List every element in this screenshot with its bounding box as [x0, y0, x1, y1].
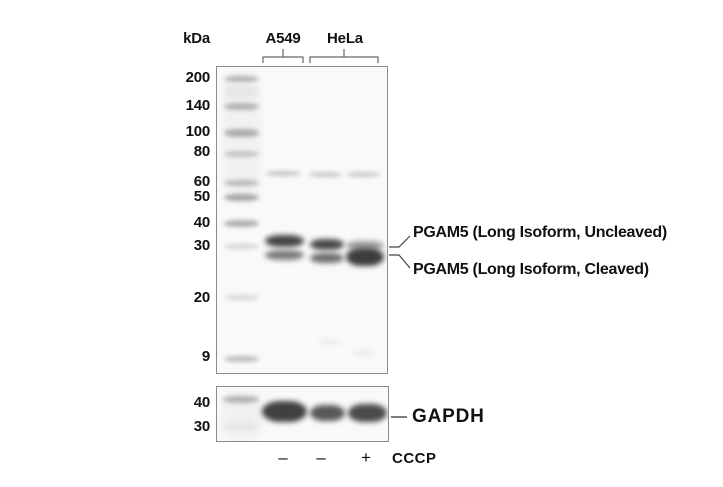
pointer-uncleaved: [389, 235, 411, 248]
a549-bracket: [262, 56, 304, 63]
gapdh-band-lane1: [262, 401, 307, 422]
ladder-band-140: [224, 103, 259, 110]
annotation-gapdh: GAPDH: [412, 406, 485, 427]
gapdh-band-lane2: [310, 405, 345, 421]
pgam5-uncleaved-band-lane3: [346, 241, 384, 250]
nonspecific-band-lane3: [347, 172, 380, 177]
pgam5-cleaved-band-lane1: [265, 250, 304, 260]
annotation-pgam5-uncleaved: PGAM5 (Long Isoform, Uncleaved): [413, 224, 667, 241]
pgam5-cleaved-band-lane3: [346, 248, 384, 266]
treatment-name-cccp: CCCP: [392, 450, 437, 467]
nonspecific-band-lane1: [266, 171, 301, 176]
gapdh-band-lane3: [348, 404, 387, 422]
ladder-band-9: [224, 356, 259, 362]
sample-group-hela: HeLa: [327, 30, 363, 47]
main-blot-panel: [216, 66, 388, 374]
ladder-band-20: [224, 295, 259, 300]
marker-60: 60: [193, 173, 210, 190]
ladder-band-50: [224, 194, 259, 201]
gapdh-ladder-band-40: [223, 396, 259, 403]
ladder-band-100: [224, 129, 259, 137]
marker-50: 50: [193, 188, 210, 205]
treatment-lane3: +: [361, 448, 371, 467]
annotation-pgam5-cleaved: PGAM5 (Long Isoform, Cleaved): [413, 261, 649, 278]
pgam5-cleaved-band-lane2: [310, 253, 344, 263]
ladder-band-60: [224, 180, 259, 186]
hela-bracket: [309, 56, 379, 63]
marker-40: 40: [193, 214, 210, 231]
treatment-lane2: –: [316, 448, 326, 467]
gapdh-marker-30: 30: [193, 418, 210, 435]
ladder-band-80: [224, 151, 259, 157]
marker-100: 100: [185, 123, 211, 140]
pgam5-uncleaved-band-lane1: [265, 235, 304, 247]
gapdh-blot-panel: [216, 386, 389, 442]
treatment-lane1: –: [278, 448, 288, 467]
ladder-smear: [224, 85, 259, 98]
marker-80: 80: [193, 143, 210, 160]
faint-smudge-lane2: [319, 339, 341, 345]
ladder-band-30: [224, 244, 259, 249]
faint-smudge-lane3: [351, 350, 375, 356]
ladder-band-200: [224, 76, 259, 82]
pointer-cleaved: [389, 254, 411, 269]
pgam5-uncleaved-band-lane2: [310, 239, 344, 250]
marker-30: 30: [193, 237, 210, 254]
ladder-band-40: [224, 220, 259, 227]
marker-20: 20: [193, 289, 210, 306]
marker-140: 140: [185, 97, 211, 114]
nonspecific-band-lane2: [309, 172, 342, 177]
marker-200: 200: [185, 69, 211, 86]
gapdh-ladder-band-30: [223, 423, 259, 430]
sample-group-a549: A549: [265, 30, 301, 47]
marker-9: 9: [201, 348, 210, 365]
gapdh-marker-40: 40: [193, 394, 210, 411]
unit-label-kda: kDa: [183, 30, 210, 47]
